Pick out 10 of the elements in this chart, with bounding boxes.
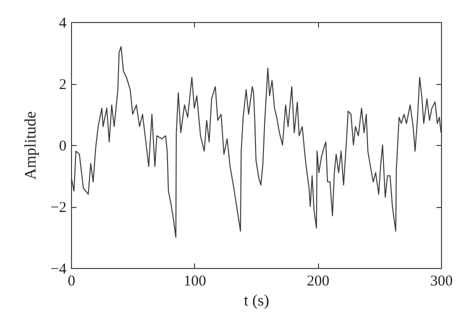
y-tick-label: −2 (50, 200, 66, 216)
x-tick-label: 200 (306, 274, 330, 290)
x-tick-label: 300 (430, 274, 453, 290)
x-axis-title: t (s) (244, 292, 270, 310)
y-tick-label: 4 (59, 16, 67, 32)
y-tick-label: 0 (59, 138, 66, 154)
y-tick-label: 2 (59, 77, 66, 93)
y-tick-label: −4 (50, 262, 67, 278)
y-axis-title: Amplitude (22, 111, 40, 180)
x-tick-label: 100 (184, 274, 206, 290)
